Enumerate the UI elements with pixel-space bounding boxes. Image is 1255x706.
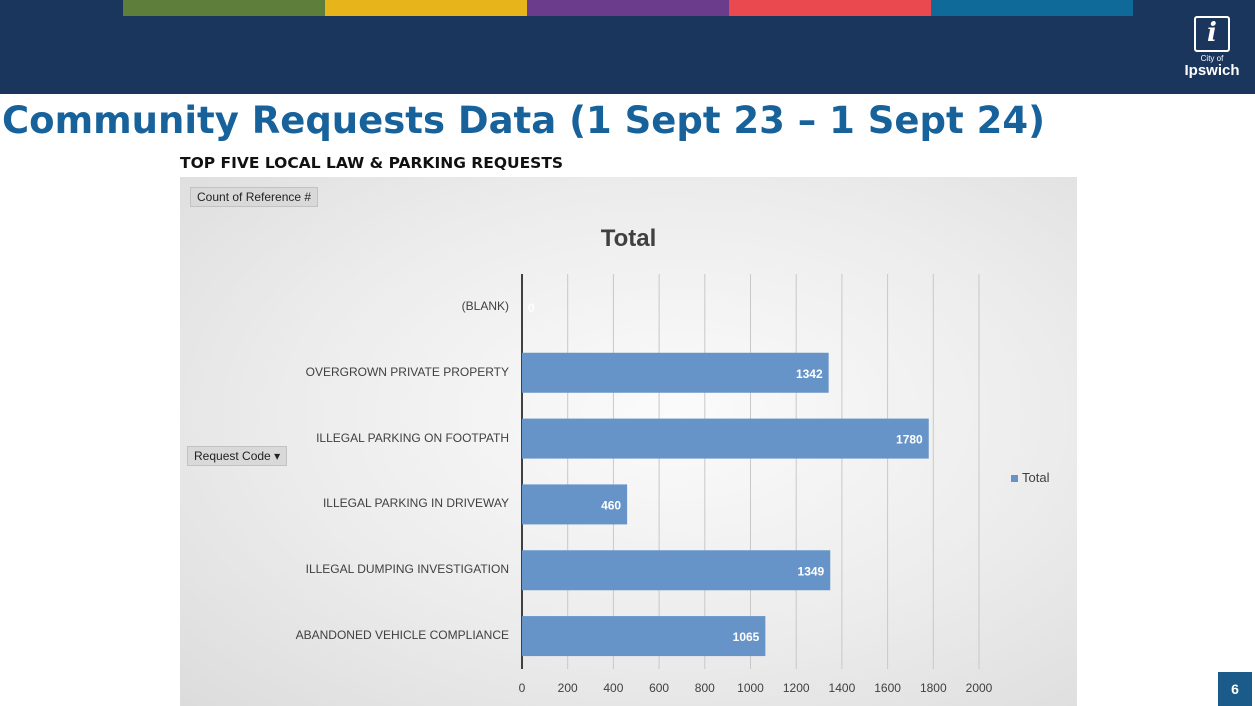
city-logo: i City of Ipswich — [1181, 16, 1243, 80]
category-label: ILLEGAL PARKING ON FOOTPATH — [316, 430, 509, 445]
data-label: 1065 — [733, 630, 760, 644]
pivot-chart: 0 200 400 600 800 1000 1200 1400 1600 1800 2000 0 13… — [180, 177, 1077, 706]
slide-title: Community Requests Data (1 Sept 23 – 1 S… — [2, 99, 1045, 142]
stripe-green — [123, 0, 325, 16]
stripe-red — [729, 0, 931, 16]
page-number: 6 — [1218, 672, 1252, 706]
x-tick-label: 2000 — [966, 681, 993, 695]
x-tick-label: 1400 — [829, 681, 856, 695]
category-label: ABANDONED VEHICLE COMPLIANCE — [295, 628, 509, 643]
data-label: 460 — [601, 498, 621, 512]
legend-swatch — [1011, 475, 1018, 483]
stripe-blue — [931, 0, 1133, 16]
legend-label: Total — [1022, 470, 1050, 485]
category-label: OVERGROWN PRIVATE PROPERTY — [305, 364, 509, 379]
x-tick-label: 1800 — [920, 681, 947, 695]
data-label: 1342 — [796, 367, 823, 381]
x-tick-label: 0 — [519, 681, 526, 695]
stripe-yellow — [325, 0, 527, 16]
category-label: ILLEGAL DUMPING INVESTIGATION — [305, 562, 509, 577]
chart-legend[interactable]: Total — [1011, 470, 1049, 485]
chart-title: Total — [600, 225, 657, 252]
dropdown-arrow-icon: ▾ — [274, 449, 281, 463]
slide-header-bar: i City of Ipswich — [0, 0, 1255, 94]
data-label: 1780 — [896, 433, 923, 447]
x-tick-label: 400 — [603, 681, 623, 695]
logo-city-of: City of — [1200, 54, 1224, 63]
ipswich-i-icon: i — [1194, 16, 1230, 52]
color-stripes — [123, 0, 1133, 16]
x-tick-label: 600 — [649, 681, 669, 695]
request-code-label: Request Code — [194, 449, 271, 463]
x-tick-label: 1200 — [783, 681, 810, 695]
logo-city-name: Ipswich — [1184, 62, 1240, 79]
category-label: (BLANK) — [461, 298, 509, 313]
x-tick-label: 200 — [558, 681, 578, 695]
data-label: 1349 — [798, 564, 825, 578]
count-of-reference-button[interactable]: Count of Reference # — [190, 187, 319, 207]
stripe-purple — [527, 0, 729, 16]
data-label: 0 — [528, 301, 535, 315]
x-tick-label: 1000 — [737, 681, 764, 695]
bar[interactable] — [522, 352, 829, 393]
chart-plot: 0 200 400 600 800 1000 1200 1400 1600 1800 2000 0 13… — [519, 274, 993, 695]
slide-subtitle: TOP FIVE LOCAL LAW & PARKING REQUESTS — [180, 154, 564, 172]
bar[interactable] — [522, 418, 929, 459]
request-code-filter-button[interactable]: Request Code ▾ — [187, 446, 288, 466]
bar[interactable] — [522, 550, 831, 591]
category-label: ILLEGAL PARKING IN DRIVEWAY — [322, 496, 509, 511]
x-tick-label: 1600 — [874, 681, 901, 695]
bar[interactable] — [522, 616, 766, 657]
count-button-label: Count of Reference # — [197, 190, 312, 204]
bar[interactable] — [522, 484, 628, 525]
x-tick-label: 800 — [695, 681, 715, 695]
